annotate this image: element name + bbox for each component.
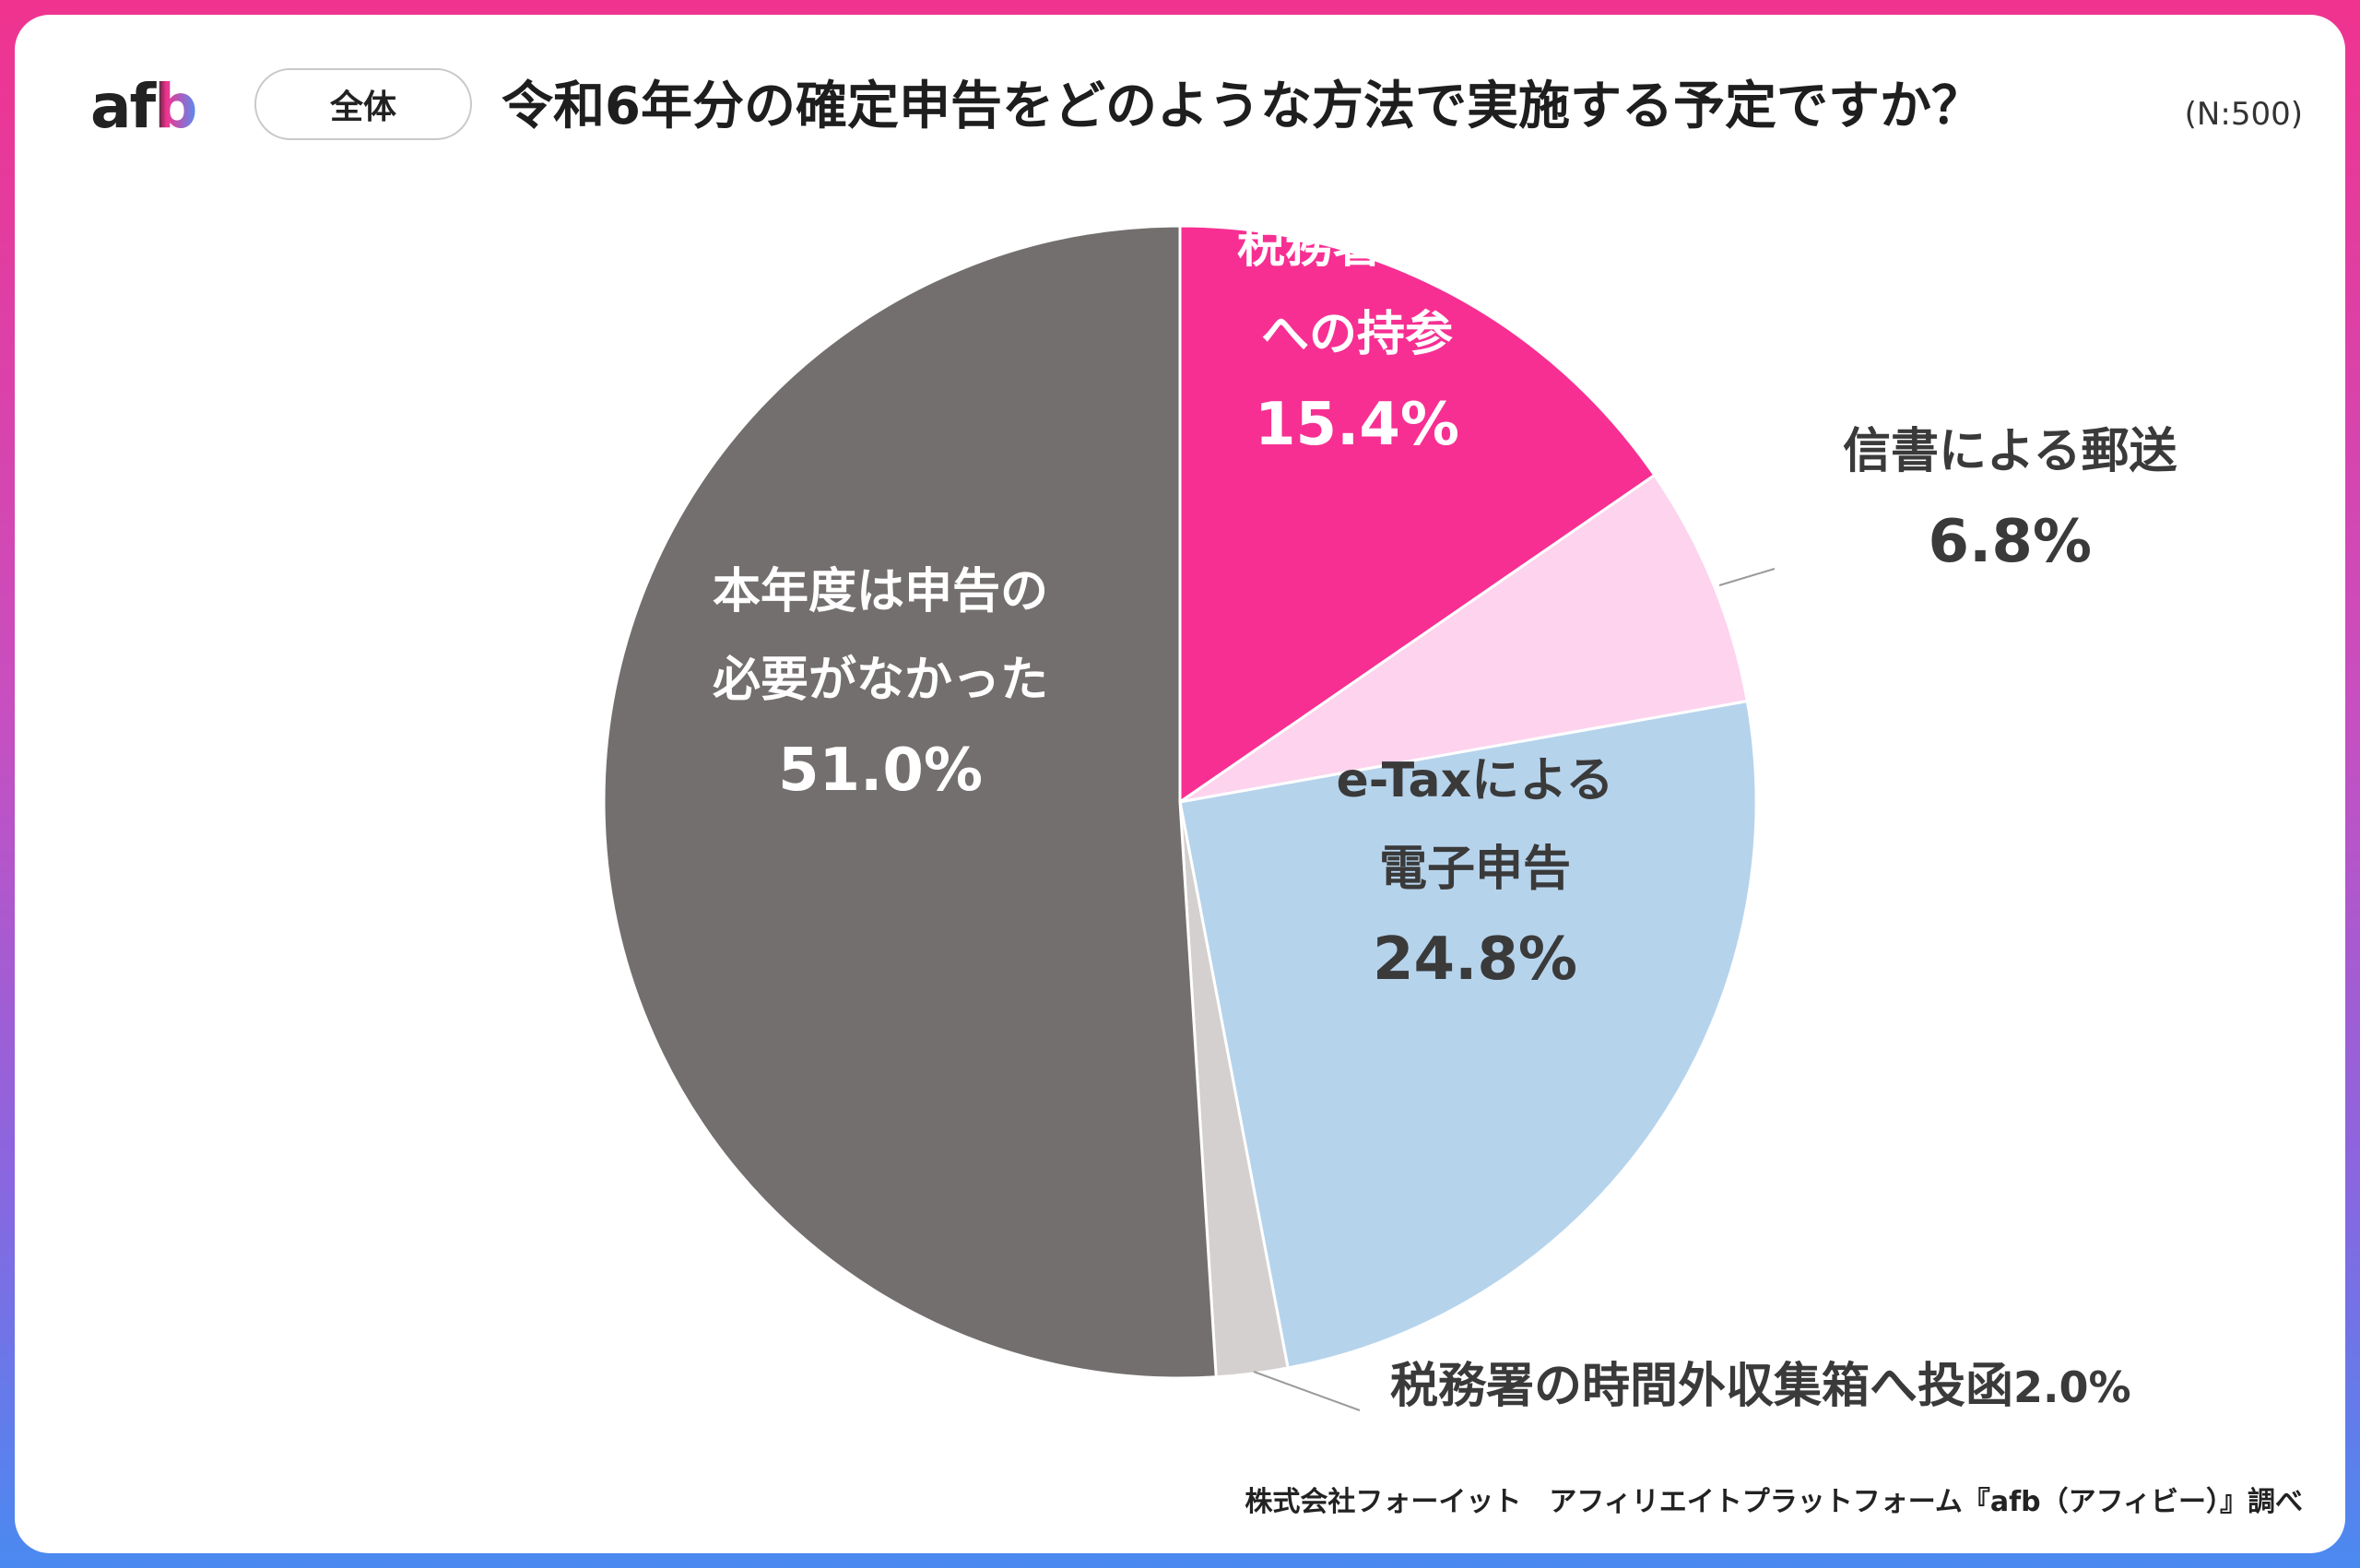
slice-label-name: 税務署窓口: [1237, 218, 1478, 274]
slice-label-value: 24.8%: [1373, 925, 1578, 994]
pie-slice: [1178, 224, 1657, 805]
slice-label-name: 電子申告: [1379, 842, 1572, 897]
logo-text: afb: [90, 76, 196, 140]
slice-label-value: 15.4%: [1254, 391, 1460, 459]
slice-label-name: 信書による郵送: [1843, 424, 2177, 479]
pie-slice: [602, 224, 1218, 1380]
slice-label: e-Taxによる 電子申告 24.8%: [1337, 737, 1614, 1006]
slice-label-name: 必要がなかった: [713, 653, 1049, 708]
slice-label-name: e-Taxによる: [1336, 753, 1614, 808]
slice-label: 本年度は申告の 必要がなかった 51.0%: [713, 548, 1048, 817]
leader-line: [1718, 568, 1776, 586]
slice-label: 信書による郵送 6.8%: [1843, 407, 2177, 588]
slice-label-name: への持参: [1261, 307, 1454, 362]
scope-badge: 全体: [254, 68, 472, 140]
scope-label: 全体: [329, 88, 396, 126]
slice-label-name: 本年度は申告の: [713, 564, 1049, 619]
source-note: 株式会社フォーイット アフィリエイトプラットフォーム『afb（アフィビー）』調べ: [1245, 1486, 2303, 1518]
chart-title: 令和6年分の確定申告をどのような方法で実施する予定ですか？: [502, 77, 1983, 136]
slice-label-value: 2.0%: [2013, 1362, 2131, 1412]
leader-line: [1253, 1371, 1361, 1411]
slice-label: 税務署の時間外収集箱へ投函2.0%: [1390, 1351, 2131, 1421]
slice-label-value: 6.8%: [1928, 508, 2092, 576]
slice-label-value: 51.0%: [777, 737, 984, 805]
afb-logo: afb: [90, 76, 198, 140]
slice-label-name: 税務署の時間外収集箱へ投函: [1390, 1359, 2014, 1414]
slice-label: 税務署窓口への持参 15.4%: [1237, 202, 1477, 471]
pie-slice: [1179, 473, 1750, 804]
sample-size: (N:500): [2184, 96, 2303, 133]
pie-slice: [1178, 699, 1758, 1370]
